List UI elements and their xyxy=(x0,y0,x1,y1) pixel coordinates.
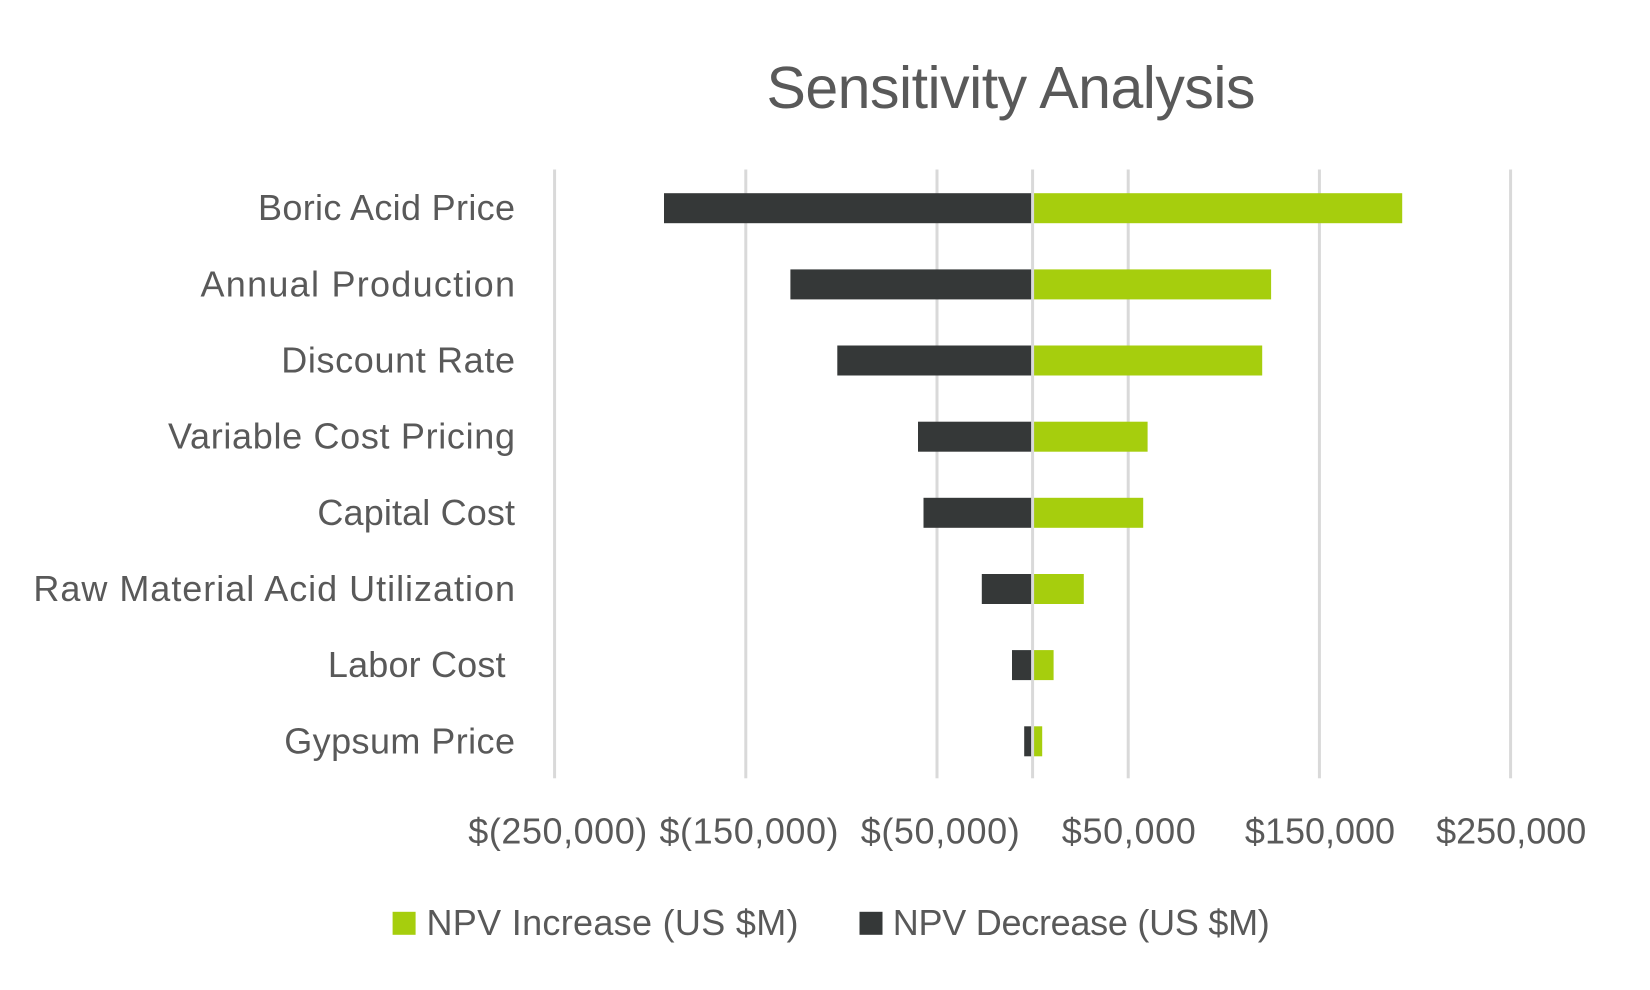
svg-text:Discount Rate: Discount Rate xyxy=(281,340,515,381)
svg-text:Annual Production: Annual Production xyxy=(201,263,516,304)
svg-text:Capital Cost: Capital Cost xyxy=(317,492,515,533)
svg-text:$250,000: $250,000 xyxy=(1436,811,1586,852)
svg-text:$50,000: $50,000 xyxy=(1062,811,1196,852)
svg-text:$150,000: $150,000 xyxy=(1245,811,1395,852)
svg-text:$(150,000): $(150,000) xyxy=(660,811,839,852)
svg-text:$(250,000): $(250,000) xyxy=(468,811,647,852)
svg-text:Boric Acid Price: Boric Acid Price xyxy=(258,187,515,228)
svg-text:Sensitivity Analysis: Sensitivity Analysis xyxy=(767,55,1256,121)
svg-text:NPV Decrease (US $M): NPV Decrease (US $M) xyxy=(893,902,1270,943)
svg-text:$(50,000): $(50,000) xyxy=(861,811,1020,852)
svg-text:Raw Material Acid Utilization: Raw Material Acid Utilization xyxy=(33,568,515,609)
svg-text:Variable Cost Pricing: Variable Cost Pricing xyxy=(168,416,515,457)
svg-text:Labor Cost: Labor Cost xyxy=(328,644,506,685)
svg-text:Gypsum Price: Gypsum Price xyxy=(284,720,515,761)
svg-text:NPV Increase (US $M): NPV Increase (US $M) xyxy=(427,902,799,943)
